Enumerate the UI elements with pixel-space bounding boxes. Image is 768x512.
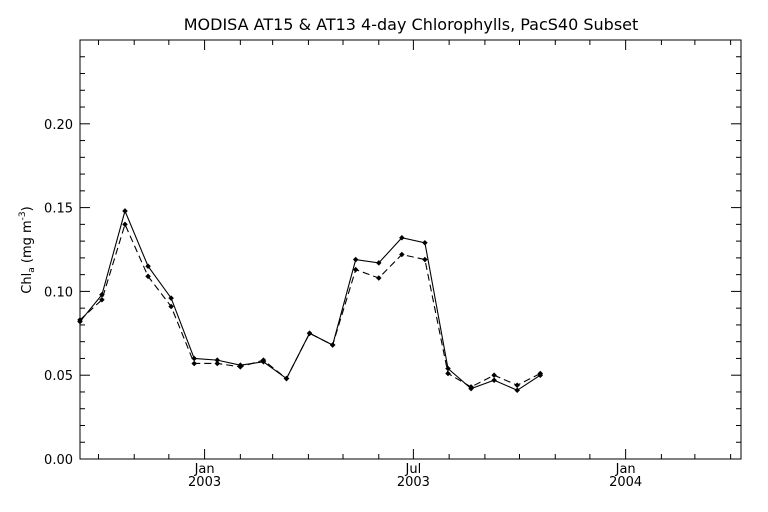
data-point-marker <box>491 372 497 378</box>
data-point-marker <box>514 387 520 394</box>
x-tick-label-month: Jan <box>615 462 636 477</box>
data-point-marker <box>422 240 428 246</box>
y-tick-label: 0.05 <box>44 369 73 384</box>
data-point-marker <box>352 266 359 273</box>
data-point-marker <box>445 370 451 377</box>
data-point-marker <box>306 330 313 337</box>
x-tick-label-year: 2004 <box>609 475 642 490</box>
data-point-marker <box>329 342 336 348</box>
y-axis-label-units-post: ) <box>20 206 35 211</box>
data-point-marker <box>122 221 128 228</box>
y-axis-label: Chla (mg m-3) <box>18 206 37 293</box>
plot-frame <box>79 39 742 460</box>
y-axis-ticks: 0.00 0.05 0.10 0.15 0.20 <box>44 39 741 468</box>
data-point-marker <box>99 297 105 303</box>
data-point-marker <box>168 295 174 301</box>
data-point-marker <box>422 256 428 263</box>
y-tick-label: 0.15 <box>44 202 73 217</box>
data-point-marker <box>445 365 451 372</box>
y-axis-label-units-sup: -3 <box>18 211 28 220</box>
data-point-marker <box>352 256 359 263</box>
data-point-marker <box>491 377 497 383</box>
data-point-marker <box>145 273 151 280</box>
data-point-marker <box>376 275 382 281</box>
data-point-marker <box>468 384 474 390</box>
data-point-marker <box>399 235 405 241</box>
y-tick-label: 0.00 <box>44 453 73 468</box>
y-axis-label-base: Chl <box>20 273 35 294</box>
series-line-solid <box>79 209 541 391</box>
y-axis-label-subscript: a <box>27 267 37 273</box>
data-point-marker <box>537 370 544 377</box>
x-tick-label-year: 2003 <box>397 475 430 490</box>
y-tick-label: 0.10 <box>44 285 73 300</box>
x-tick-label-month: Jul <box>405 462 422 477</box>
data-point-marker <box>77 317 83 323</box>
data-point-marker <box>237 364 244 370</box>
data-point-marker <box>399 251 405 258</box>
data-point-marker <box>283 375 290 382</box>
y-tick-label: 0.20 <box>44 118 73 133</box>
data-point-marker <box>168 303 174 310</box>
series-group <box>77 208 544 394</box>
data-point-marker <box>145 263 151 270</box>
x-tick-label-month: Jan <box>194 462 215 477</box>
data-point-marker <box>122 208 128 214</box>
y-axis-label-units-pre: (mg m <box>20 220 35 267</box>
series-line-dashed <box>79 222 541 388</box>
chart-title: MODISA AT15 & AT13 4-day Chlorophylls, P… <box>184 15 639 34</box>
data-point-marker <box>260 357 267 363</box>
data-point-marker <box>514 382 520 389</box>
data-point-marker <box>191 360 197 367</box>
x-tick-label-year: 2003 <box>188 475 221 490</box>
data-point-marker <box>214 360 221 367</box>
data-point-marker <box>376 260 382 266</box>
data-point-marker <box>191 355 197 362</box>
